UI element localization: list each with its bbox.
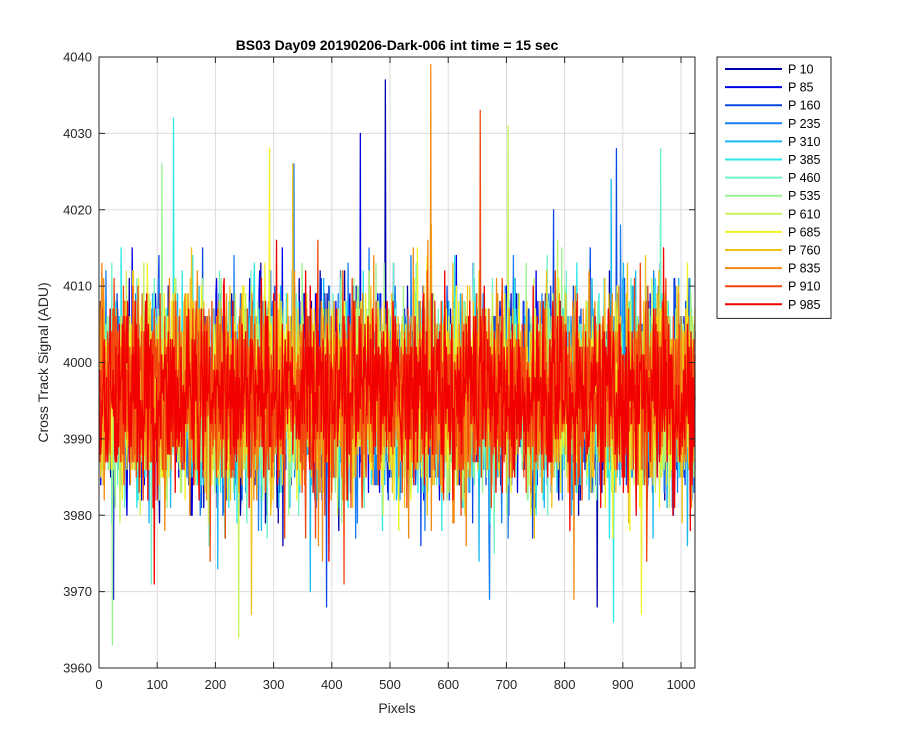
legend-label: P 610 xyxy=(788,207,820,221)
chart-title: BS03 Day09 20190206-Dark-006 int time = … xyxy=(236,37,559,53)
series-layer xyxy=(98,63,696,646)
x-tick-label: 700 xyxy=(496,677,518,692)
y-axis-label: Cross Track Signal (ADU) xyxy=(35,282,51,442)
x-tick-label: 0 xyxy=(95,677,102,692)
y-tick-label: 4000 xyxy=(63,355,92,370)
legend-label: P 535 xyxy=(788,189,820,203)
y-tick-label: 4020 xyxy=(63,202,92,217)
legend-label: P 160 xyxy=(788,99,820,113)
legend-box xyxy=(716,56,832,319)
legend-label: P 910 xyxy=(788,280,820,294)
x-tick-label: 600 xyxy=(437,677,459,692)
x-tick-label: 900 xyxy=(612,677,634,692)
x-axis-label: Pixels xyxy=(378,700,415,716)
legend-label: P 685 xyxy=(788,225,820,239)
y-tick-label: 4040 xyxy=(63,50,92,65)
legend-label: P 310 xyxy=(788,135,820,149)
legend-label: P 235 xyxy=(788,117,820,131)
x-tick-label: 800 xyxy=(554,677,576,692)
x-tick-label: 200 xyxy=(205,677,227,692)
series-line-p-910 xyxy=(98,109,696,585)
legend-label: P 460 xyxy=(788,171,820,185)
legend-label: P 835 xyxy=(788,262,820,276)
legend-label: P 85 xyxy=(788,81,814,95)
legend: P 10 P 85 P 160 P 235 P 310 P 385 P 460 P 535 P … xyxy=(716,56,832,319)
legend-label: P 760 xyxy=(788,244,820,258)
y-tick-label: 4010 xyxy=(63,279,92,294)
series-line-p-985 xyxy=(98,239,696,585)
x-axis-ticks: 0 100 200 300 400 500 600 700 800 900 1000 xyxy=(95,57,695,692)
x-tick-label: 1000 xyxy=(667,677,696,692)
x-tick-label: 400 xyxy=(321,677,343,692)
legend-label: P 985 xyxy=(788,298,820,312)
legend-label: P 10 xyxy=(788,63,814,77)
y-tick-label: 3980 xyxy=(63,508,92,523)
x-tick-label: 500 xyxy=(379,677,401,692)
legend-label: P 385 xyxy=(788,153,820,167)
y-axis-ticks: 3960 3970 3980 3990 4000 4010 4020 4030 4040 xyxy=(63,50,695,676)
x-tick-label: 100 xyxy=(146,677,168,692)
y-tick-label: 3990 xyxy=(63,431,92,446)
x-tick-label: 300 xyxy=(263,677,285,692)
y-tick-label: 4030 xyxy=(63,126,92,141)
y-tick-label: 3960 xyxy=(63,661,92,676)
y-tick-label: 3970 xyxy=(63,584,92,599)
